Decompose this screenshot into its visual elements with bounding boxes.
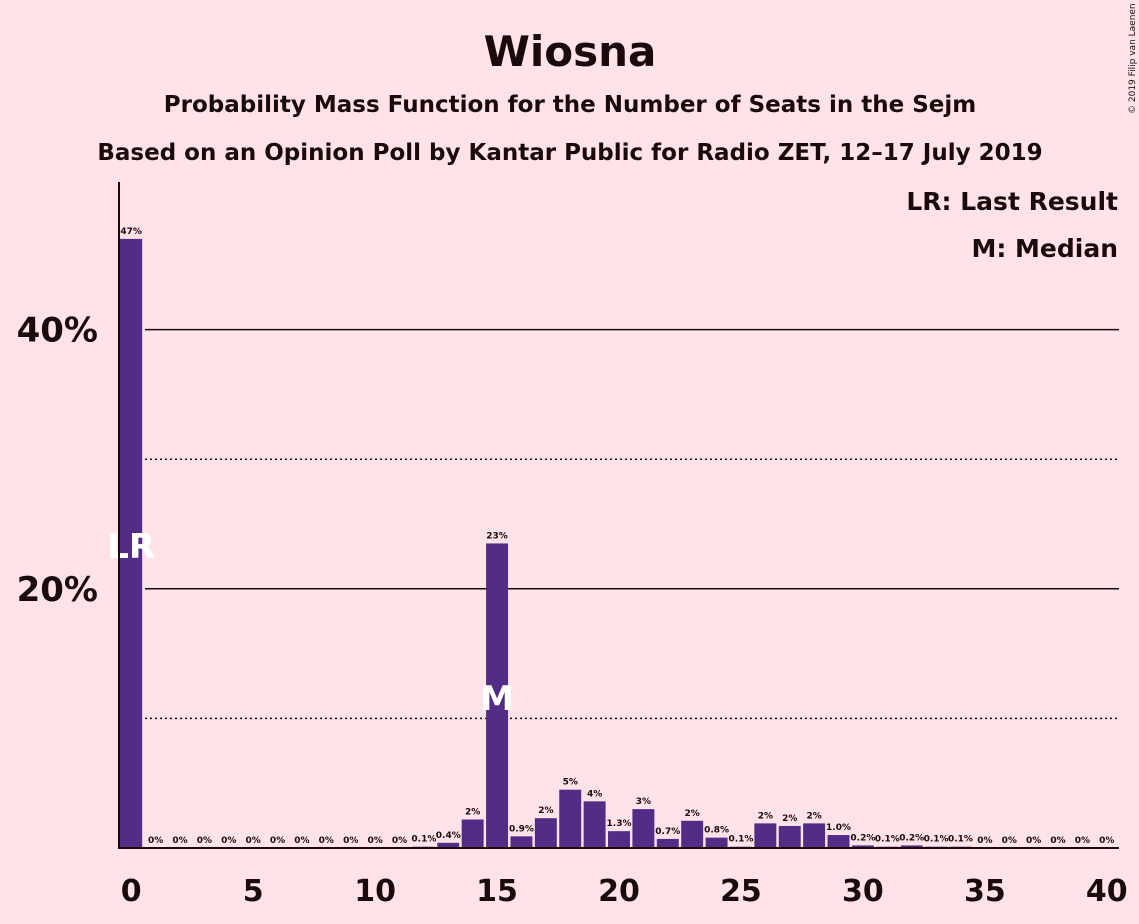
bar <box>632 809 655 848</box>
legend-last-result: LR: Last Result <box>906 187 1118 216</box>
bar-value-label: 0% <box>1099 836 1114 846</box>
bar-labels: 47%0% 0% 0% 0% 0% 0% 0% 0% 0% 0% 0% 0.1% 0.4%2%23%0.… <box>120 227 1114 846</box>
bar-value-label: 0% <box>977 836 992 846</box>
bar-value-label: 5% <box>563 778 578 788</box>
bar <box>461 819 484 848</box>
legend-median: M: Median <box>971 234 1118 263</box>
bar <box>900 845 923 848</box>
bar-value-label: 0% <box>343 836 358 846</box>
bar-value-label: 0% <box>1075 836 1090 846</box>
bar-value-label: 2% <box>806 811 821 821</box>
bar-value-label: 2% <box>758 811 773 821</box>
x-ticks: 0 5 10 15 20 25 30 35 40 <box>121 874 1128 909</box>
bar <box>583 801 606 848</box>
bar-value-label: 0% <box>1002 836 1017 846</box>
bar-value-label: 0% <box>221 836 236 846</box>
x-tick-label: 5 <box>243 874 264 909</box>
bar-value-label: 0.1% <box>728 835 753 845</box>
bar-value-label: 0.1% <box>875 835 900 845</box>
x-tick-label: 20 <box>598 874 640 909</box>
x-tick-label: 10 <box>354 874 396 909</box>
bar-value-label: 0.4% <box>436 831 461 841</box>
bar-value-label: 2% <box>685 809 700 819</box>
bar <box>705 837 728 848</box>
chart-source: Based on an Opinion Poll by Kantar Publi… <box>97 140 1042 166</box>
bar-value-label: 0% <box>1050 836 1065 846</box>
bars <box>119 238 972 848</box>
bar-value-label: 1.0% <box>826 823 851 833</box>
bar-value-label: 2% <box>538 806 553 816</box>
bar <box>803 823 826 848</box>
bar-value-label: 0% <box>148 836 163 846</box>
bar-value-label: 0.9% <box>509 824 534 834</box>
x-tick-label: 0 <box>121 874 142 909</box>
x-tick-label: 15 <box>476 874 518 909</box>
bar <box>827 835 850 848</box>
bar-value-label: 0% <box>270 836 285 846</box>
bar-value-label: 2% <box>465 807 480 817</box>
bar <box>486 543 509 848</box>
bar-value-label: 0% <box>294 836 309 846</box>
y-ticks: 20% 40% <box>17 311 98 610</box>
bar-value-label: 0.2% <box>899 833 924 843</box>
median-marker: M <box>480 679 514 719</box>
bar <box>119 238 143 848</box>
bar-value-label: 4% <box>587 789 602 799</box>
bar-value-label: 0% <box>246 836 261 846</box>
bar-value-label: 0.8% <box>704 826 729 836</box>
markers: LR M <box>107 527 514 719</box>
bar-value-label: 0% <box>197 836 212 846</box>
bar <box>608 831 630 848</box>
last-result-marker: LR <box>107 527 155 567</box>
bar-value-label: 23% <box>486 531 508 541</box>
bar-value-label: 0% <box>1026 836 1041 846</box>
bar-value-label: 3% <box>636 797 651 807</box>
bar <box>778 825 801 848</box>
bar-value-label: 0.1% <box>411 835 436 845</box>
bar <box>851 845 874 848</box>
bar-value-label: 0% <box>392 836 407 846</box>
bar-value-label: 0.2% <box>850 833 875 843</box>
chart-title: Wiosna <box>484 27 657 76</box>
y-tick-label: 40% <box>17 311 98 351</box>
bar <box>656 838 679 848</box>
bar-value-label: 1.3% <box>607 819 632 829</box>
bar-value-label: 47% <box>120 227 142 237</box>
bar <box>754 823 777 848</box>
bar <box>559 789 582 848</box>
x-tick-label: 40 <box>1086 874 1128 909</box>
bar <box>681 820 704 848</box>
bar-value-label: 0% <box>367 836 382 846</box>
copyright-text: © 2019 Filip van Laenen <box>1128 3 1138 114</box>
bar <box>510 836 533 848</box>
bar-value-label: 0.7% <box>655 827 680 837</box>
x-tick-label: 35 <box>964 874 1006 909</box>
y-tick-label: 20% <box>17 570 98 610</box>
bar <box>437 842 460 848</box>
x-tick-label: 25 <box>720 874 762 909</box>
bar <box>534 818 557 848</box>
bar-value-label: 0.1% <box>948 835 973 845</box>
bar-value-label: 2% <box>782 814 797 824</box>
bar-value-label: 0% <box>172 836 187 846</box>
bar-value-label: 0.1% <box>924 835 949 845</box>
x-tick-label: 30 <box>842 874 884 909</box>
gridlines <box>145 328 1119 720</box>
bar-value-label: 0% <box>319 836 334 846</box>
chart-subtitle: Probability Mass Function for the Number… <box>164 92 976 118</box>
